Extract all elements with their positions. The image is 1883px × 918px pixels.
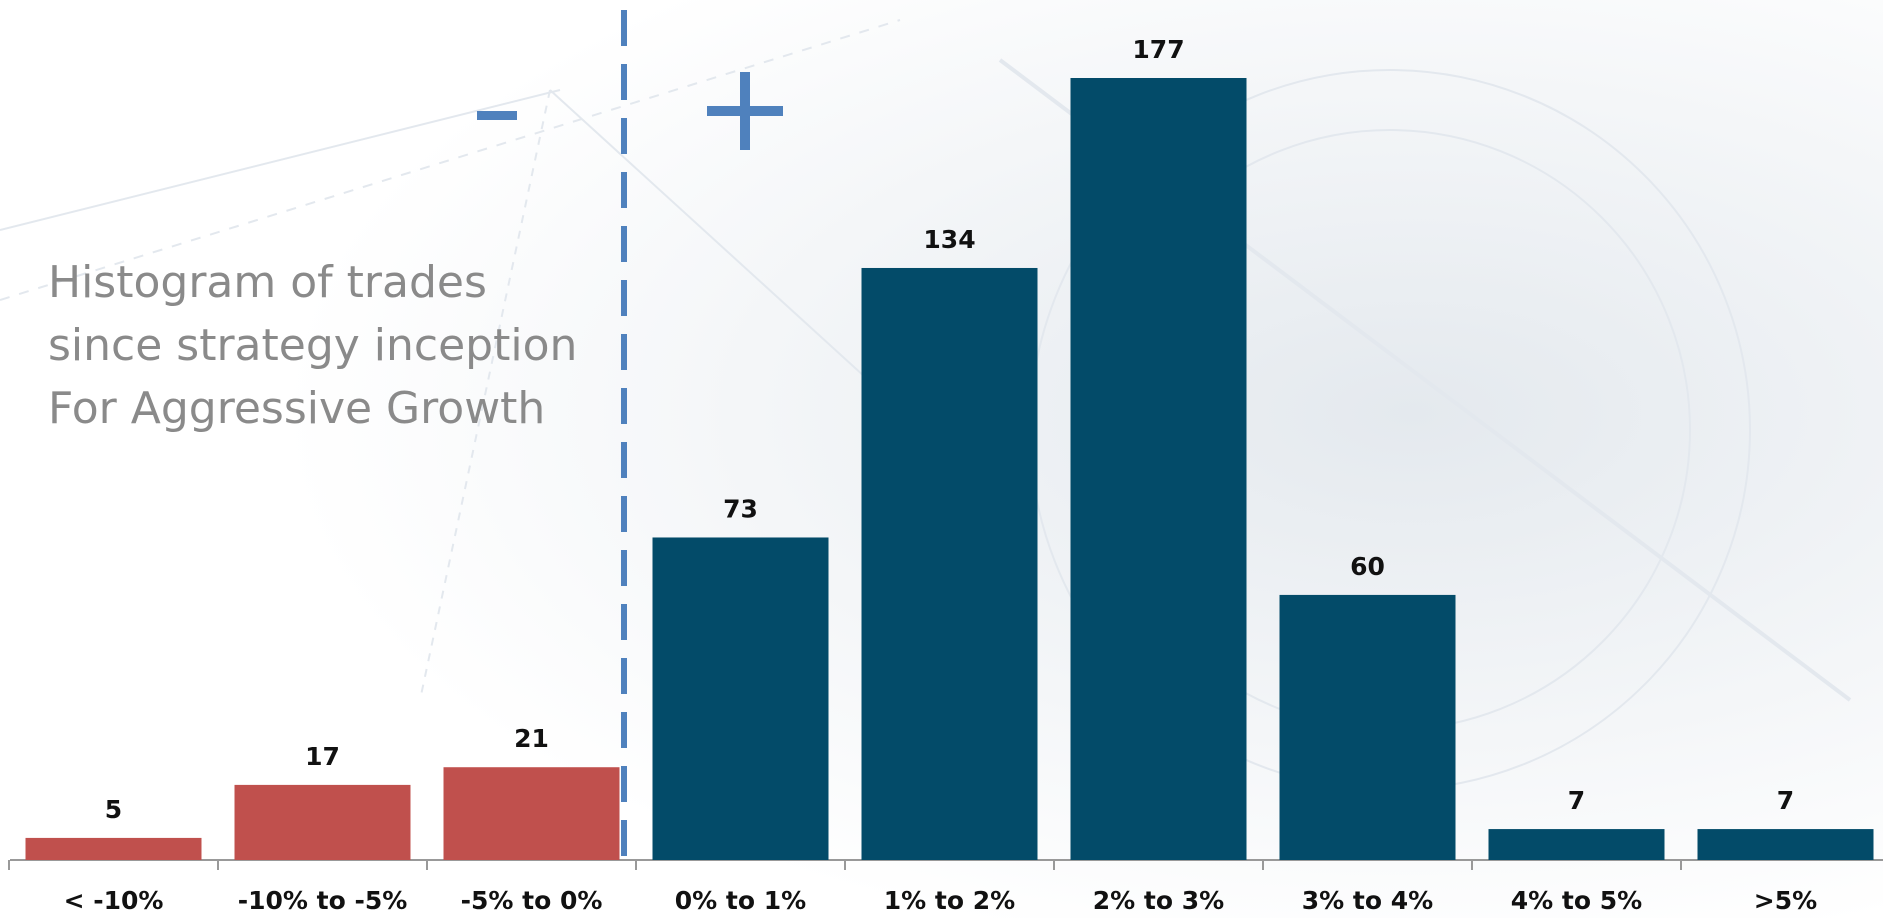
value-label: 5 <box>105 795 122 824</box>
plot: < -10% 5 -10% to -5% 17 -5% to 0% 21 0% to 1% 7… <box>8 35 1874 915</box>
bar <box>861 267 1038 860</box>
x-tick-label: 1% to 2% <box>884 886 1015 915</box>
x-tick-label: 4% to 5% <box>1511 886 1642 915</box>
bar <box>1279 594 1456 860</box>
bar <box>652 537 829 860</box>
minus-sign <box>477 111 517 120</box>
value-label: 177 <box>1132 35 1184 64</box>
x-tick-label: 2% to 3% <box>1093 886 1224 915</box>
title-line: since strategy inception <box>48 320 577 371</box>
value-label: 17 <box>305 742 340 771</box>
value-label: 73 <box>723 494 758 523</box>
bar <box>1488 829 1665 860</box>
value-label: 7 <box>1777 786 1794 815</box>
bar <box>443 767 620 860</box>
value-label: 60 <box>1350 552 1385 581</box>
bar <box>1697 829 1874 860</box>
x-tick-label: -5% to 0% <box>461 886 603 915</box>
plus-sign <box>740 72 750 150</box>
title: Histogram of trades since strategy incept… <box>48 257 577 434</box>
bar <box>234 784 411 860</box>
x-tick-label: 0% to 1% <box>675 886 806 915</box>
value-label: 134 <box>923 225 975 254</box>
title-line: For Aggressive Growth <box>48 383 545 434</box>
title-line: Histogram of trades <box>48 257 487 308</box>
value-label: 7 <box>1568 786 1585 815</box>
bar <box>25 837 202 860</box>
x-tick-label: < -10% <box>64 886 164 915</box>
x-tick-label: >5% <box>1754 886 1817 915</box>
bar <box>1070 78 1247 860</box>
x-tick-label: 3% to 4% <box>1302 886 1433 915</box>
value-label: 21 <box>514 724 549 753</box>
x-tick-label: -10% to -5% <box>238 886 408 915</box>
